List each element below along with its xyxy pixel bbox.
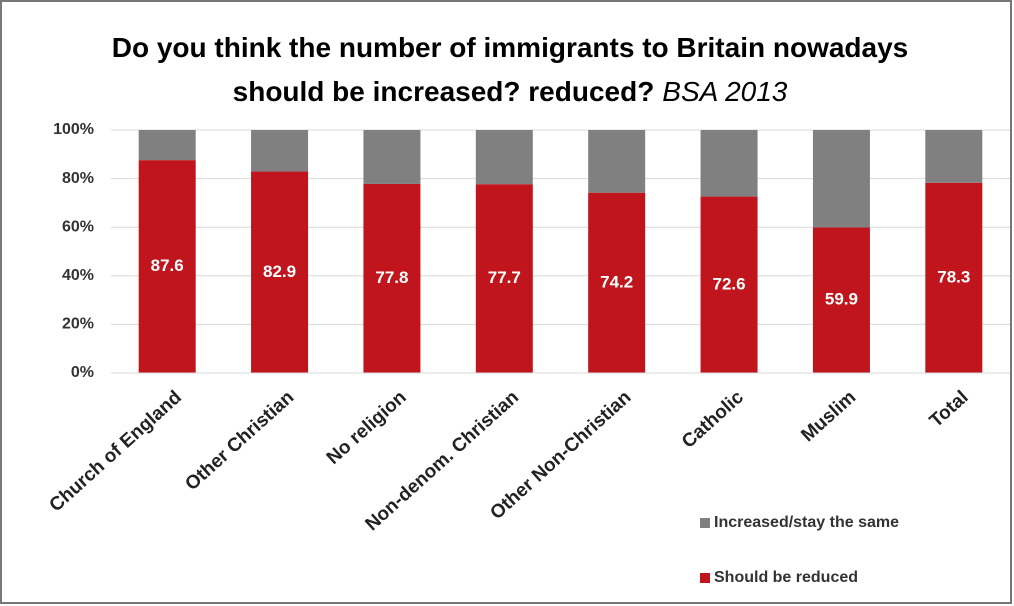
y-tick-label: 40% (62, 267, 94, 284)
bar-segment (251, 171, 309, 373)
bar-segment (588, 192, 646, 373)
bar-segment (363, 183, 421, 373)
data-label: 77.8 (375, 268, 408, 287)
legend-swatch (700, 518, 710, 528)
legend-swatch (700, 573, 710, 583)
bar-segment (812, 227, 870, 373)
bar-segment (363, 130, 421, 184)
title-box: Do you think the number of immigrants to… (100, 26, 920, 114)
bar-segment (251, 130, 309, 172)
bar-segment (700, 130, 758, 197)
bar-segment (588, 130, 646, 193)
data-label: 59.9 (825, 290, 858, 309)
y-tick-label: 20% (62, 316, 94, 333)
chart-subtitle: BSA 2013 (662, 76, 788, 107)
legend-label: Should be reduced (714, 569, 858, 586)
bar-segment (138, 160, 196, 373)
data-label: 78.3 (937, 267, 970, 286)
bar-segment (925, 182, 983, 373)
bar-segment (700, 196, 758, 373)
bar-segment (812, 130, 870, 228)
legend-label: Increased/stay the same (714, 514, 899, 531)
bar-segment (925, 130, 983, 183)
bar-segment (475, 130, 533, 185)
y-tick-label: 80% (62, 170, 94, 187)
data-label: 77.7 (488, 268, 521, 287)
title-text: Do you think the number of immigrants to… (100, 26, 920, 114)
y-tick-label: 100% (53, 121, 94, 138)
data-label: 74.2 (600, 272, 633, 291)
chart-title: Do you think the number of immigrants to… (111, 32, 909, 107)
data-label: 82.9 (263, 262, 296, 281)
data-label: 87.6 (151, 256, 184, 275)
y-tick-label: 0% (71, 364, 94, 381)
y-tick-label: 60% (62, 218, 94, 235)
bar-segment (138, 130, 196, 161)
bar-segment (475, 184, 533, 373)
data-label: 72.6 (713, 274, 746, 293)
